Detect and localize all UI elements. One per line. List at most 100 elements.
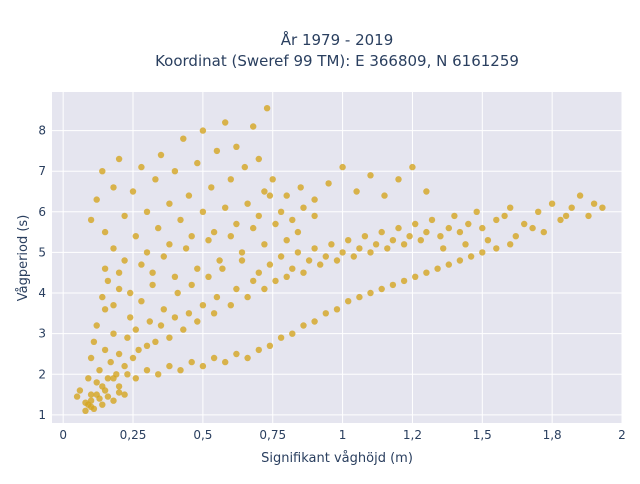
data-point [222,358,229,366]
data-point [138,298,145,305]
data-point [576,192,584,199]
data-point [129,354,137,362]
data-point [121,391,128,398]
data-point [465,220,472,228]
data-point [152,338,159,345]
x-tick-label: 2 [618,428,626,442]
data-point [406,233,413,240]
data-point [389,237,397,244]
data-point [367,249,374,256]
data-point [277,208,285,215]
data-point [115,269,123,276]
data-point [107,358,114,366]
data-point [400,241,408,248]
data-point [266,261,274,268]
data-point [82,407,89,414]
data-point [289,216,296,224]
data-point [255,212,262,220]
data-point [180,326,187,333]
data-point [412,273,419,280]
data-point [115,383,123,390]
data-point [171,273,179,280]
data-point [395,224,402,232]
data-point [233,143,240,150]
data-point [305,257,313,264]
data-point [155,371,162,378]
data-point [378,285,385,293]
data-point [222,119,229,126]
y-tick-label: 6 [38,205,46,219]
data-point [73,393,81,400]
data-point [87,354,95,362]
data-point [90,338,98,345]
data-point [238,249,246,256]
data-point [241,163,248,171]
data-point [199,302,207,309]
data-point [244,293,251,301]
data-point [101,265,109,272]
data-point [507,241,514,248]
data-point [345,237,352,244]
data-point [101,387,109,394]
data-point [467,253,475,260]
data-point [85,375,92,382]
y-tick-label: 8 [38,124,46,138]
data-point [166,362,173,370]
data-point [124,334,131,341]
data-point [261,241,268,248]
data-point [462,241,469,248]
y-tick-label: 4 [38,286,46,300]
data-point [599,204,606,211]
data-point [177,216,184,224]
data-point [171,314,179,321]
data-point [395,176,402,183]
data-point [568,204,575,211]
x-axis-ticks: 0 0,25 0,5 0,75 1 1,2 1,5 1,8 2 [59,428,625,442]
data-point [493,216,500,224]
data-point [166,334,173,341]
data-point [244,200,251,207]
data-point [199,362,207,370]
data-point [417,237,424,244]
data-point [227,302,234,309]
data-point [250,123,257,130]
chart-title-line-1: År 1979 - 2019 [281,30,394,49]
data-point [255,269,262,276]
y-axis-ticks: 1 2 3 4 5 6 7 8 [38,124,46,422]
data-point [289,330,296,337]
data-point [135,346,142,354]
data-point [110,375,117,382]
data-point [87,216,95,224]
data-point [294,228,302,236]
data-points [73,105,606,414]
data-point [283,192,290,199]
data-point [93,379,100,386]
data-point [121,212,128,220]
data-point [210,228,218,236]
data-point [143,367,151,374]
data-point [562,212,570,220]
data-point [339,163,346,171]
data-point [149,281,156,289]
data-point [423,228,430,236]
data-point [333,257,341,264]
data-point [322,253,329,260]
data-point [160,306,167,313]
data-point [238,257,246,264]
data-point [412,220,419,228]
x-tick-label: 1,2 [403,428,422,442]
x-tick-label: 0,5 [193,428,212,442]
data-point [322,310,329,317]
data-point [132,375,139,382]
data-point [479,249,486,256]
data-point [216,257,223,264]
data-point [99,293,106,301]
data-point [99,168,106,175]
data-point [213,293,221,301]
data-point [101,228,109,236]
data-point [356,245,363,252]
data-point [400,277,408,285]
x-axis-title: Signifikant våghöjd (m) [261,451,413,466]
data-point [317,261,324,268]
